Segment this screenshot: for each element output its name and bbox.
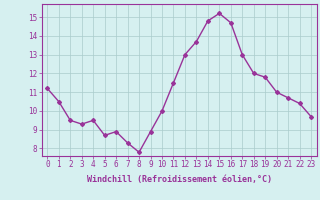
X-axis label: Windchill (Refroidissement éolien,°C): Windchill (Refroidissement éolien,°C) [87,175,272,184]
